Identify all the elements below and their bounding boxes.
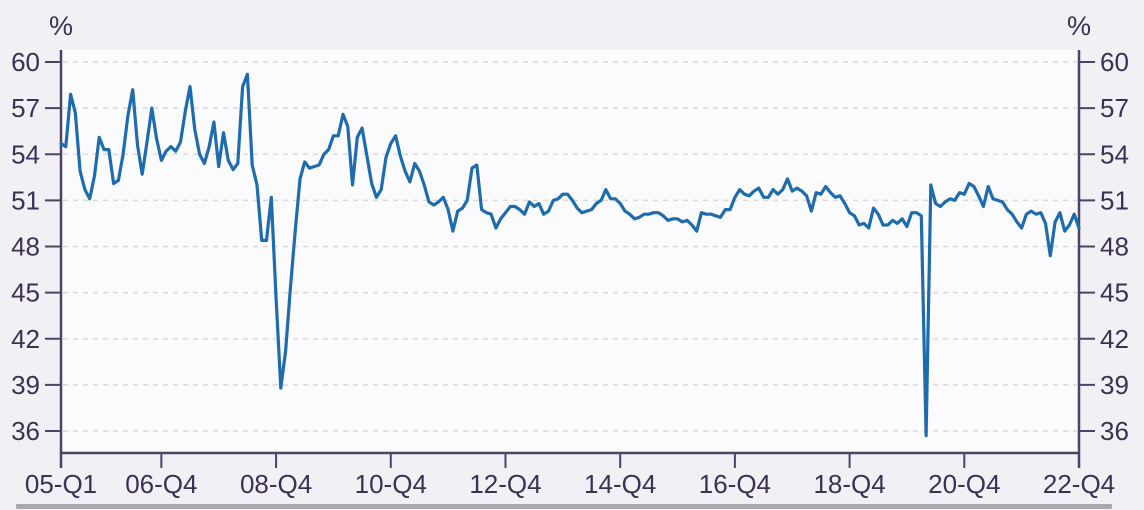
x-axis-label-08-Q4: 08-Q4 <box>240 469 312 499</box>
y-axis-label-right-36: 36 <box>1100 416 1129 446</box>
y-axis-label-right-57: 57 <box>1100 93 1129 123</box>
gridlines <box>63 61 1077 432</box>
window-edge-strip <box>16 504 1112 509</box>
x-axis-label-10-Q4: 10-Q4 <box>355 469 427 499</box>
plot-background <box>61 50 1079 453</box>
y-axis-label-left-51: 51 <box>11 185 40 215</box>
y-axis-label-right-48: 48 <box>1100 232 1129 262</box>
axes <box>59 50 1081 468</box>
plot-area <box>61 50 1079 453</box>
x-axis-label-20-Q4: 20-Q4 <box>928 469 1000 499</box>
x-axis-label-22-Q4: 22-Q4 <box>1043 469 1115 499</box>
x-axis-label-06-Q4: 06-Q4 <box>125 469 197 499</box>
y-axis-label-left-39: 39 <box>11 370 40 400</box>
x-axis-label-16-Q4: 16-Q4 <box>699 469 771 499</box>
y-axis-label-left-57: 57 <box>11 93 40 123</box>
y-axis-label-left-45: 45 <box>11 278 40 308</box>
y-axis-label-left-42: 42 <box>11 324 40 354</box>
y-axis-label-right-51: 51 <box>1100 185 1129 215</box>
y-axis-label-right-42: 42 <box>1100 324 1129 354</box>
y-axis-unit-label-right: % <box>1067 11 1091 41</box>
y-axis-label-left-60: 60 <box>11 47 40 77</box>
x-axis-ticks: 05-Q1 06-Q4 08-Q4 10-Q4 12-Q4 14-Q4 16-Q4 18-Q4… <box>25 453 1115 499</box>
y-axis-label-right-45: 45 <box>1100 278 1129 308</box>
x-axis-label-18-Q4: 18-Q4 <box>813 469 885 499</box>
y-axis-unit-label-left: % <box>49 11 73 41</box>
y-axis-left-ticks: 36 39 42 45 48 51 54 57 60 <box>11 47 61 446</box>
y-axis-label-left-48: 48 <box>11 232 40 262</box>
series-polyline <box>59 72 1081 438</box>
y-axis-label-left-36: 36 <box>11 416 40 446</box>
x-axis-label-05-Q1: 05-Q1 <box>25 469 97 499</box>
y-axis-label-right-60: 60 <box>1100 47 1129 77</box>
x-axis-label-14-Q4: 14-Q4 <box>584 469 656 499</box>
y-axis-label-right-39: 39 <box>1100 370 1129 400</box>
y-axis-label-left-54: 54 <box>11 139 40 169</box>
y-axis-right-ticks: 36 39 42 45 48 51 54 57 60 <box>1079 47 1129 446</box>
y-axis-label-right-54: 54 <box>1100 139 1129 169</box>
x-axis-label-12-Q4: 12-Q4 <box>469 469 541 499</box>
data-series-line <box>59 72 1081 438</box>
